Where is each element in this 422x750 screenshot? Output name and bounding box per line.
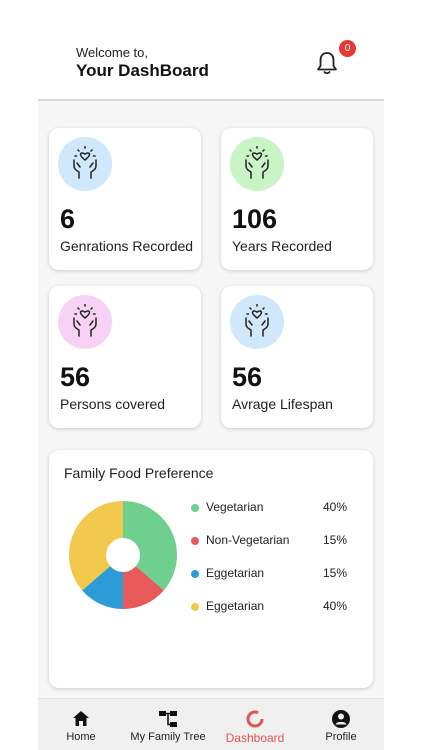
legend-item: Non-Vegetarian 15% (191, 533, 351, 551)
legend-label: Eggetarian (206, 566, 265, 580)
dashboard-icon (246, 710, 264, 728)
legend-dot (191, 504, 199, 512)
stat-card-persons[interactable]: 56 Persons covered (49, 286, 201, 428)
stat-value: 56 (232, 362, 263, 392)
stat-label: Avrage Lifespan (232, 396, 333, 412)
stat-label: Persons covered (60, 396, 166, 412)
legend-percent: 40% (322, 500, 347, 514)
pie-slice-eggetarian-2 (82, 566, 123, 609)
nav-label: Dashboard (225, 731, 285, 745)
legend-item: Eggetarian 40% (191, 599, 351, 617)
nav-item-home[interactable]: Home (38, 699, 124, 750)
stat-card-lifespan[interactable]: 56 Avrage Lifespan (221, 286, 373, 428)
legend-item: Eggetarian 15% (191, 566, 351, 584)
food-preference-card: Family Food Preference Vegetarian 40% No… (49, 450, 373, 688)
bottom-nav: Home My Family Tree Dashboard Profile (38, 698, 384, 750)
nav-label: My Family Tree (130, 731, 206, 743)
hands-heart-icon (58, 137, 112, 191)
pie-slice-vegetarian-0 (123, 501, 177, 591)
legend-item: Vegetarian 40% (191, 500, 351, 518)
nav-label: Home (66, 731, 96, 743)
stat-card-generations[interactable]: 6 Genrations Recorded (49, 128, 201, 270)
pie-slice-eggetarian-3 (69, 501, 123, 591)
app-screen: Welcome to, Your DashBoard 0 6 Genration… (38, 0, 384, 750)
food-pie-chart (69, 501, 177, 609)
stat-value: 56 (60, 362, 91, 392)
hands-heart-icon (230, 295, 284, 349)
hands-heart-icon (230, 137, 284, 191)
legend-percent: 40% (322, 599, 347, 613)
profile-icon (332, 710, 350, 728)
home-icon (73, 711, 89, 726)
hands-heart-icon (58, 295, 112, 349)
legend-dot (191, 603, 199, 611)
legend-percent: 15% (322, 566, 347, 580)
legend-label: Vegetarian (206, 500, 264, 514)
legend-dot (191, 570, 199, 578)
nav-label: Profile (325, 731, 357, 743)
header: Welcome to, Your DashBoard 0 (38, 0, 384, 101)
stat-value: 6 (60, 204, 76, 234)
notification-badge[interactable]: 0 (339, 40, 356, 57)
nav-item-dashboard[interactable]: Dashboard (212, 699, 298, 750)
chart-title: Family Food Preference (64, 465, 214, 481)
legend-label: Non-Vegetarian (206, 533, 290, 547)
legend-percent: 15% (322, 533, 347, 547)
stat-label: Genrations Recorded (60, 238, 194, 254)
stat-value: 106 (232, 204, 278, 234)
bell-icon[interactable] (315, 50, 339, 76)
pie-slice-non-vegetarian-1 (123, 566, 164, 609)
stat-label: Years Recorded (232, 238, 332, 254)
legend-label: Eggetarian (206, 599, 265, 613)
welcome-text: Welcome to, (76, 45, 149, 60)
nav-item-family-tree[interactable]: My Family Tree (124, 699, 212, 750)
nav-item-profile[interactable]: Profile (298, 699, 384, 750)
stat-card-years[interactable]: 106 Years Recorded (221, 128, 373, 270)
family-tree-icon (159, 711, 177, 727)
page-title: Your DashBoard (76, 61, 209, 80)
legend-dot (191, 537, 199, 545)
